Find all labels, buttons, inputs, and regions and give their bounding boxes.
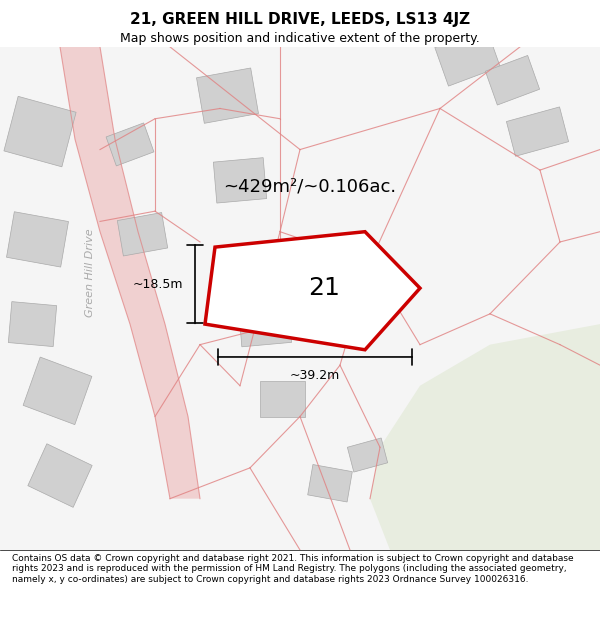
Bar bbox=[7, 212, 68, 267]
Bar bbox=[197, 68, 259, 123]
Bar bbox=[435, 28, 500, 86]
Bar bbox=[106, 123, 154, 166]
Bar bbox=[23, 357, 92, 424]
Text: ~39.2m: ~39.2m bbox=[290, 369, 340, 382]
Bar bbox=[8, 302, 56, 347]
Bar bbox=[118, 213, 167, 256]
Polygon shape bbox=[370, 324, 600, 550]
Text: 21, GREEN HILL DRIVE, LEEDS, LS13 4JZ: 21, GREEN HILL DRIVE, LEEDS, LS13 4JZ bbox=[130, 12, 470, 27]
Bar bbox=[347, 438, 388, 472]
Text: ~18.5m: ~18.5m bbox=[133, 278, 183, 291]
Text: 21: 21 bbox=[308, 276, 340, 300]
Bar bbox=[308, 464, 352, 502]
Text: Contains OS data © Crown copyright and database right 2021. This information is : Contains OS data © Crown copyright and d… bbox=[12, 554, 574, 584]
Bar bbox=[506, 107, 569, 156]
Text: Green Hill Drive: Green Hill Drive bbox=[85, 229, 95, 317]
Bar bbox=[260, 381, 305, 416]
Text: ~429m²/~0.106ac.: ~429m²/~0.106ac. bbox=[223, 177, 397, 196]
Bar bbox=[28, 444, 92, 508]
Polygon shape bbox=[205, 232, 420, 350]
Text: Map shows position and indicative extent of the property.: Map shows position and indicative extent… bbox=[120, 32, 480, 45]
PathPatch shape bbox=[60, 47, 200, 499]
Bar bbox=[230, 247, 270, 283]
Bar bbox=[485, 56, 539, 105]
Bar bbox=[214, 158, 266, 203]
Bar bbox=[4, 96, 76, 167]
Bar bbox=[238, 301, 292, 347]
